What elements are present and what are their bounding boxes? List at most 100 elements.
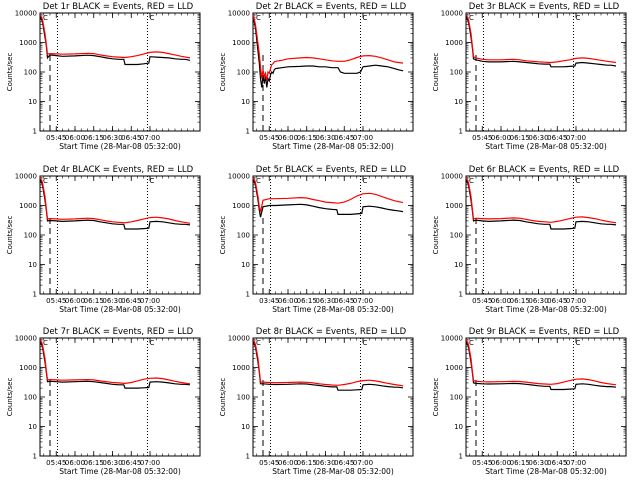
y-tick-label: 1000 xyxy=(445,39,463,47)
detector-panel: Det 5r BLACK = Events, RED = LLD 1 10 100 10… xyxy=(219,165,414,314)
events-series-line xyxy=(466,15,617,68)
x-tick-label: 06:45 xyxy=(547,459,567,467)
y-tick-label: 10000 xyxy=(441,173,463,181)
x-tick-label: 06:15 xyxy=(510,134,530,142)
x-tick-label: 05:45 xyxy=(259,459,279,467)
corner-label: C xyxy=(576,339,581,347)
x-tick-label: 07:00 xyxy=(353,297,373,305)
x-tick-label: 06:30 xyxy=(315,134,335,142)
y-tick-label: 10 xyxy=(28,261,37,269)
plot-frame xyxy=(252,12,414,132)
plot-frame xyxy=(39,337,201,457)
x-axis-label: Start Time (28-Mar-08 05:32:00) xyxy=(485,305,607,314)
plot-frame xyxy=(252,175,414,295)
y-axis-label: Counts/sec xyxy=(432,53,440,92)
y-axis-label: Counts/sec xyxy=(432,378,440,417)
plot-frame xyxy=(252,337,414,457)
corner-label: C xyxy=(150,14,155,22)
corner-label: C xyxy=(43,339,48,347)
corner-label: C xyxy=(469,177,474,185)
corner-label: C xyxy=(256,177,261,185)
y-tick-label: 100 xyxy=(450,232,463,240)
lld-series-line xyxy=(466,14,617,64)
y-tick-label: 10 xyxy=(241,261,250,269)
corner-label: C xyxy=(363,177,368,185)
x-tick-label: 06:45 xyxy=(334,297,354,305)
panel-title: Det 9r BLACK = Events, RED = LLD xyxy=(469,327,620,337)
x-tick-label: 06:30 xyxy=(315,297,335,305)
x-tick-label: 07:00 xyxy=(353,459,373,467)
y-axis-label: Counts/sec xyxy=(6,378,14,417)
y-tick-label: 1000 xyxy=(19,364,37,372)
events-series-line xyxy=(253,178,404,218)
x-tick-label: 06:15 xyxy=(510,459,530,467)
events-series-line xyxy=(40,15,191,66)
x-tick-label: 07:00 xyxy=(566,459,586,467)
lld-series-line xyxy=(40,177,191,224)
y-tick-label: 10 xyxy=(454,98,463,106)
x-axis-label: Start Time (28-Mar-08 05:32:00) xyxy=(485,142,607,151)
y-tick-label: 10 xyxy=(454,261,463,269)
detector-panel: Det 1r BLACK = Events, RED = LLD 1 10 100 10… xyxy=(6,2,201,151)
y-axis-label: Counts/sec xyxy=(219,216,227,255)
y-tick-label: 10 xyxy=(28,98,37,106)
panel-title: Det 1r BLACK = Events, RED = LLD xyxy=(43,2,194,12)
panel-title: Det 7r BLACK = Events, RED = LLD xyxy=(43,327,194,337)
y-tick-label: 1000 xyxy=(232,364,250,372)
x-tick-label: 06:00 xyxy=(278,459,298,467)
y-axis-label: Counts/sec xyxy=(6,216,14,255)
x-tick-label: 06:00 xyxy=(491,459,511,467)
corner-label: C xyxy=(469,339,474,347)
corner-label: C xyxy=(363,14,368,22)
x-tick-label: 06:45 xyxy=(121,459,141,467)
y-tick-label: 100 xyxy=(450,69,463,77)
panel-title: Det 4r BLACK = Events, RED = LLD xyxy=(43,165,194,175)
events-series-line xyxy=(253,340,404,391)
x-tick-label: 05:45 xyxy=(46,297,66,305)
y-axis-label: Counts/sec xyxy=(219,378,227,417)
y-tick-label: 1 xyxy=(459,128,463,136)
x-tick-label: 06:30 xyxy=(102,134,122,142)
corner-label: C xyxy=(43,177,48,185)
detector-panel: Det 2r BLACK = Events, RED = LLD 1 10 100 10… xyxy=(219,2,414,151)
events-series-line xyxy=(40,178,191,230)
corner-label: C xyxy=(256,339,261,347)
y-tick-label: 1 xyxy=(33,453,37,461)
x-tick-label: 06:45 xyxy=(547,297,567,305)
detector-panel: Det 6r BLACK = Events, RED = LLD 1 10 100 10… xyxy=(432,165,627,314)
detector-panel: Det 8r BLACK = Events, RED = LLD 1 10 100 10… xyxy=(219,327,414,476)
y-tick-label: 1000 xyxy=(445,364,463,372)
x-tick-label: 06:30 xyxy=(315,459,335,467)
y-tick-label: 100 xyxy=(237,394,250,402)
corner-label: C xyxy=(150,339,155,347)
y-tick-label: 10000 xyxy=(441,10,463,18)
lld-series-line xyxy=(466,177,617,224)
y-axis-label: Counts/sec xyxy=(6,53,14,92)
x-axis-label: Start Time (28-Mar-08 05:32:00) xyxy=(272,305,394,314)
y-tick-label: 10 xyxy=(241,423,250,431)
x-tick-label: 06:00 xyxy=(278,134,298,142)
x-axis-label: Start Time (28-Mar-08 05:32:00) xyxy=(59,142,181,151)
x-tick-label: 06:00 xyxy=(65,459,85,467)
y-tick-label: 100 xyxy=(24,69,37,77)
y-tick-label: 1000 xyxy=(232,202,250,210)
y-tick-label: 1000 xyxy=(19,39,37,47)
y-tick-label: 1 xyxy=(246,128,250,136)
x-tick-label: 06:30 xyxy=(528,459,548,467)
x-tick-label: 05:45 xyxy=(259,134,279,142)
x-tick-label: 06:15 xyxy=(297,297,317,305)
y-tick-label: 100 xyxy=(24,394,37,402)
x-axis-label: Start Time (28-Mar-08 05:32:00) xyxy=(272,467,394,476)
lld-series-line xyxy=(253,14,404,82)
corner-label: C xyxy=(150,177,155,185)
x-tick-label: 06:15 xyxy=(510,297,530,305)
y-tick-label: 1 xyxy=(459,453,463,461)
events-series-line xyxy=(466,178,617,230)
x-tick-label: 07:00 xyxy=(140,134,160,142)
y-tick-label: 1000 xyxy=(19,202,37,210)
lld-series-line xyxy=(40,339,191,385)
lld-series-line xyxy=(253,339,404,387)
y-tick-label: 10000 xyxy=(228,10,250,18)
x-tick-label: 06:00 xyxy=(278,297,298,305)
detector-panel: Det 4r BLACK = Events, RED = LLD 1 10 100 10… xyxy=(6,165,201,314)
